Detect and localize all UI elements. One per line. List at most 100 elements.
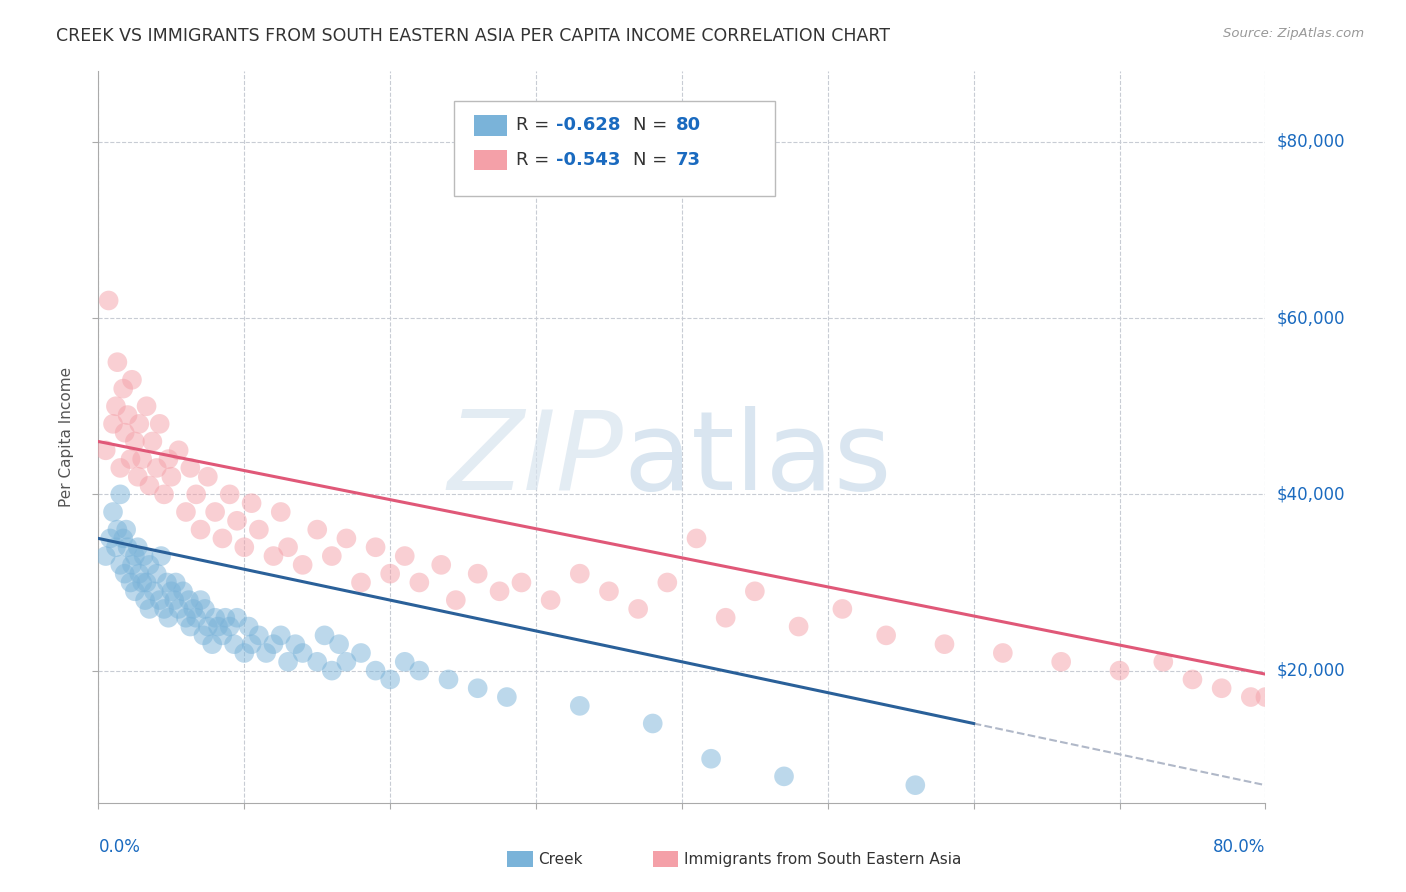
Point — [510, 575, 533, 590]
Point — [138, 478, 160, 492]
Text: N =: N = — [633, 151, 673, 169]
Point — [277, 540, 299, 554]
Point — [207, 619, 229, 633]
Point — [540, 593, 562, 607]
Point — [247, 628, 270, 642]
Point — [101, 505, 124, 519]
Point — [101, 417, 124, 431]
Point — [214, 611, 236, 625]
Point — [114, 566, 136, 581]
Point — [193, 628, 215, 642]
Point — [179, 619, 201, 633]
Text: 73: 73 — [676, 151, 702, 169]
Point — [156, 575, 179, 590]
Point — [991, 646, 1014, 660]
Point — [110, 461, 132, 475]
Point — [233, 646, 256, 660]
Point — [335, 655, 357, 669]
Point — [657, 575, 679, 590]
Point — [128, 417, 150, 431]
Point — [98, 532, 121, 546]
Point — [744, 584, 766, 599]
FancyBboxPatch shape — [454, 101, 775, 195]
Point — [146, 566, 169, 581]
Point — [150, 549, 173, 563]
Text: atlas: atlas — [624, 406, 891, 513]
Text: -0.543: -0.543 — [555, 151, 620, 169]
Point — [226, 611, 249, 625]
Point — [934, 637, 956, 651]
Point — [364, 664, 387, 678]
Point — [174, 611, 197, 625]
Point — [115, 523, 138, 537]
Point — [488, 584, 510, 599]
Point — [174, 505, 197, 519]
Point — [149, 593, 172, 607]
Point — [641, 716, 664, 731]
Point — [197, 469, 219, 483]
Point — [160, 469, 183, 483]
Point — [142, 584, 165, 599]
Point — [350, 646, 373, 660]
Bar — [652, 851, 679, 867]
Point — [120, 575, 142, 590]
Point — [321, 549, 343, 563]
Point — [153, 602, 176, 616]
Text: R =: R = — [516, 151, 555, 169]
Point — [131, 575, 153, 590]
Point — [437, 673, 460, 687]
Point — [121, 558, 143, 572]
Point — [153, 487, 176, 501]
Point — [121, 373, 143, 387]
Point — [380, 673, 402, 687]
Text: 80.0%: 80.0% — [1213, 838, 1265, 855]
Point — [218, 487, 240, 501]
Point — [124, 584, 146, 599]
Point — [94, 443, 117, 458]
Point — [1254, 690, 1277, 704]
Point — [134, 593, 156, 607]
Point — [160, 584, 183, 599]
Text: ZIP: ZIP — [447, 406, 624, 513]
Point — [247, 523, 270, 537]
Point — [211, 532, 233, 546]
Point — [138, 558, 160, 572]
Point — [222, 637, 245, 651]
Text: Source: ZipAtlas.com: Source: ZipAtlas.com — [1223, 27, 1364, 40]
Point — [467, 566, 489, 581]
Point — [110, 487, 132, 501]
Point — [350, 575, 373, 590]
Point — [124, 434, 146, 449]
Point — [157, 452, 180, 467]
Point — [105, 355, 128, 369]
Point — [117, 408, 139, 422]
Point — [1152, 655, 1174, 669]
Point — [685, 532, 707, 546]
Point — [201, 637, 224, 651]
Point — [112, 382, 135, 396]
Text: N =: N = — [633, 117, 673, 135]
Text: 80: 80 — [676, 117, 702, 135]
Point — [104, 540, 127, 554]
Point — [291, 646, 314, 660]
Point — [262, 637, 284, 651]
Point — [179, 461, 201, 475]
Text: $80,000: $80,000 — [1277, 133, 1346, 151]
Point — [204, 505, 226, 519]
Bar — [508, 851, 533, 867]
Point — [218, 619, 240, 633]
Point — [138, 602, 160, 616]
Point — [314, 628, 336, 642]
Point — [277, 655, 299, 669]
Point — [714, 611, 737, 625]
Text: $60,000: $60,000 — [1277, 310, 1346, 327]
Point — [270, 505, 292, 519]
Point — [94, 549, 117, 563]
Point — [165, 575, 187, 590]
Point — [321, 664, 343, 678]
Point — [194, 602, 217, 616]
Point — [238, 619, 260, 633]
Point — [394, 655, 416, 669]
Point — [167, 602, 190, 616]
Point — [146, 461, 169, 475]
